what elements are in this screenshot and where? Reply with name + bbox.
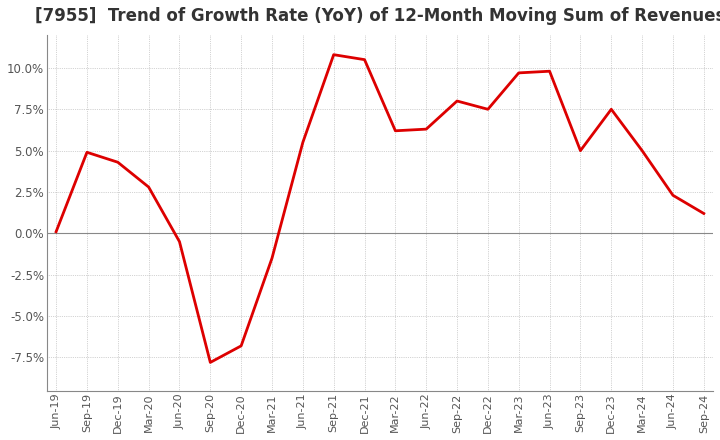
Title: [7955]  Trend of Growth Rate (YoY) of 12-Month Moving Sum of Revenues: [7955] Trend of Growth Rate (YoY) of 12-… [35, 7, 720, 25]
